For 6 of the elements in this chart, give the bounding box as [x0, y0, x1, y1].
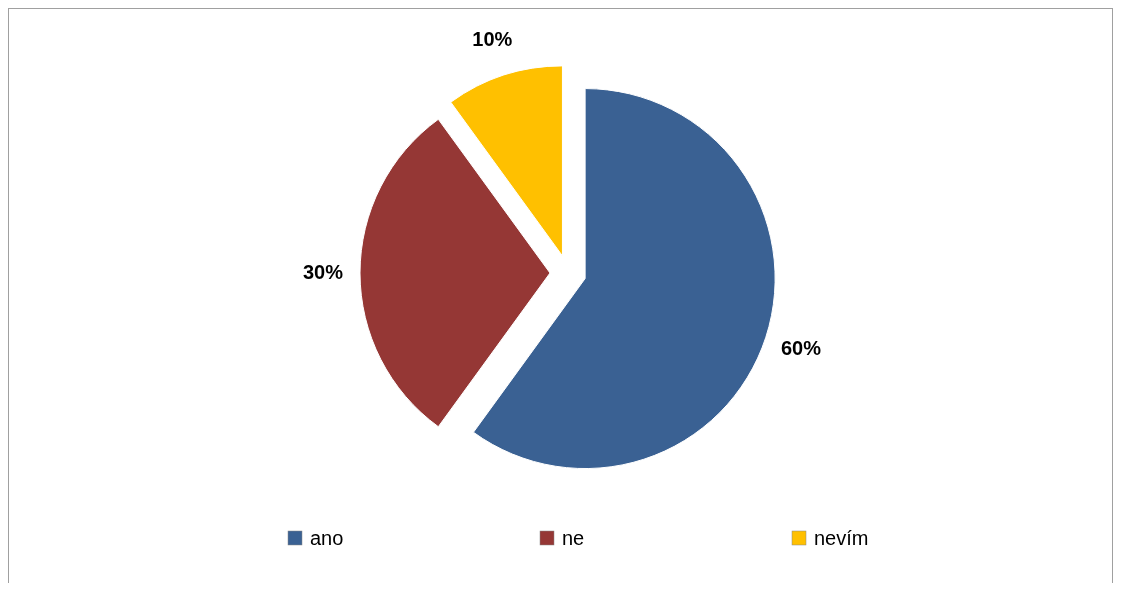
data-label: 60%: [780, 336, 822, 359]
data-label: 30%: [302, 261, 344, 283]
data-label: 10%: [472, 27, 513, 50]
legend-label: nevím: [814, 527, 869, 549]
legend-label: ano: [310, 527, 344, 549]
legend-label: ne: [562, 527, 585, 549]
